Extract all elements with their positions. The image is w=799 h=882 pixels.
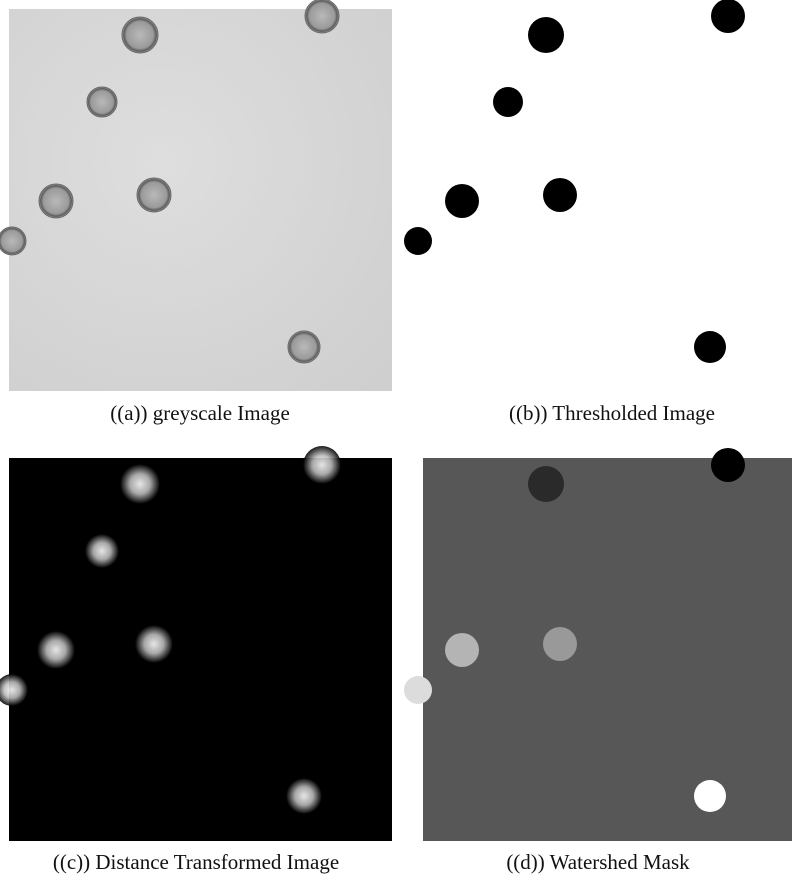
caption: ((a)) greyscale Image (110, 401, 290, 425)
cell-label (528, 466, 564, 502)
cell-label (694, 780, 726, 812)
cell-mask (445, 184, 479, 218)
cell (39, 184, 73, 218)
cell (305, 0, 339, 33)
cell-label (711, 448, 745, 482)
cell (0, 227, 26, 255)
caption: ((b)) Thresholded Image (509, 401, 715, 425)
cell-distance (85, 534, 119, 568)
cell-distance (286, 778, 322, 814)
cell (122, 17, 158, 53)
cell-mask (694, 331, 726, 363)
cell-label (493, 536, 523, 566)
cell-mask (404, 227, 432, 255)
cell (87, 87, 117, 117)
cell-mask (711, 0, 745, 33)
cell-distance (120, 464, 160, 504)
cell-mask (493, 87, 523, 117)
cell-distance (37, 631, 75, 669)
cell-distance (135, 625, 173, 663)
cell (288, 331, 320, 363)
cell-mask (528, 17, 564, 53)
cell-label (404, 676, 432, 704)
cell-label (543, 627, 577, 661)
caption: ((d)) Watershed Mask (506, 850, 690, 874)
cell-mask (543, 178, 577, 212)
caption: ((c)) Distance Transformed Image (53, 850, 339, 874)
cell (137, 178, 171, 212)
figure: ((a)) greyscale Image ((b)) Thresholded … (0, 0, 799, 882)
cell-label (445, 633, 479, 667)
cell-distance (303, 446, 341, 484)
